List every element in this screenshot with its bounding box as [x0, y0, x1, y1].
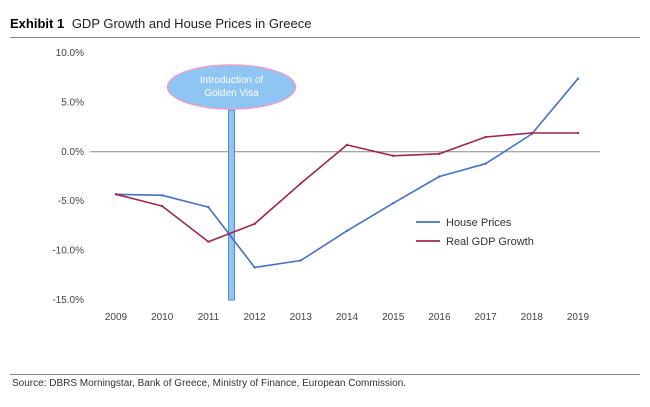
chart-title: GDP Growth and House Prices in Greece	[71, 16, 312, 31]
real-gdp-growth-point	[299, 182, 302, 185]
y-tick-label: -10.0%	[52, 246, 84, 257]
real-gdp-growth-point	[114, 193, 118, 196]
x-tick-label: 2014	[336, 312, 359, 323]
real-gdp-growth-point	[161, 204, 164, 208]
x-tick-label: 2015	[382, 312, 405, 323]
real-gdp-growth-point	[438, 152, 441, 155]
house-prices-point	[253, 266, 256, 269]
x-tick-label: 2016	[428, 312, 451, 323]
legend-label: Real GDP Growth	[446, 236, 534, 248]
legend-label: House Prices	[446, 217, 512, 229]
x-tick-label: 2019	[567, 312, 590, 323]
x-tick-label: 2018	[521, 312, 544, 323]
y-tick-label: 0.0%	[61, 147, 84, 158]
x-tick-label: 2010	[151, 312, 174, 323]
real-gdp-growth-point	[253, 222, 256, 226]
house-prices-point	[484, 162, 487, 165]
golden-visa-callout-line1: Introduction of	[200, 75, 264, 86]
real-gdp-growth-point	[484, 135, 487, 139]
source-note: Source: DBRS Morningstar, Bank of Greece…	[12, 378, 407, 389]
exhibit-label: Exhibit 1	[10, 16, 65, 31]
chart-header: Exhibit 1 GDP Growth and House Prices in…	[10, 16, 311, 31]
house-prices-point	[576, 77, 580, 80]
house-prices-point	[299, 259, 302, 262]
real-gdp-growth-point	[207, 240, 210, 243]
house-prices-point	[345, 229, 349, 233]
y-tick-label: -15.0%	[52, 295, 84, 306]
x-tick-label: 2013	[290, 312, 313, 323]
y-tick-label: 10.0%	[56, 48, 84, 59]
footer-divider	[10, 374, 640, 375]
real-gdp-growth-point	[530, 131, 533, 135]
y-tick-label: -5.0%	[58, 196, 84, 207]
x-tick-label: 2012	[243, 312, 266, 323]
y-tick-label: 5.0%	[61, 97, 84, 108]
x-tick-label: 2011	[198, 312, 220, 323]
header-divider	[10, 37, 640, 38]
real-gdp-growth-point	[345, 143, 349, 147]
x-tick-label: 2017	[474, 312, 497, 323]
real-gdp-growth-point	[576, 131, 580, 135]
golden-visa-marker	[228, 109, 235, 301]
golden-visa-callout	[166, 64, 297, 110]
real-gdp-growth-point	[392, 154, 395, 157]
x-tick-label: 2009	[105, 312, 128, 323]
house-prices-point	[438, 175, 441, 178]
house-prices-point	[207, 205, 210, 209]
house-prices-point	[392, 201, 395, 205]
house-prices-point	[161, 194, 164, 197]
golden-visa-callout-line2: Golden Visa	[204, 88, 259, 99]
